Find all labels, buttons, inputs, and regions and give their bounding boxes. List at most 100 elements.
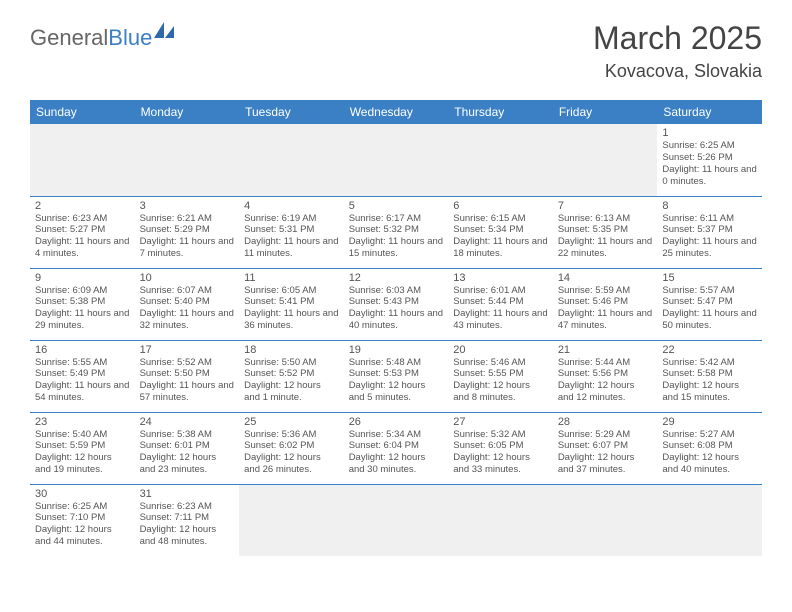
day-info: Sunrise: 6:03 AMSunset: 5:43 PMDaylight:…	[349, 285, 444, 333]
sunrise-text: Sunrise: 6:13 AM	[558, 213, 653, 225]
daylight-text: Daylight: 11 hours and 43 minutes.	[453, 308, 548, 332]
sunrise-text: Sunrise: 6:07 AM	[140, 285, 235, 297]
sunset-text: Sunset: 5:37 PM	[662, 224, 757, 236]
day-number: 26	[349, 416, 444, 428]
daylight-text: Daylight: 12 hours and 15 minutes.	[662, 380, 757, 404]
sunrise-text: Sunrise: 5:42 AM	[662, 357, 757, 369]
sunset-text: Sunset: 5:56 PM	[558, 368, 653, 380]
day-number: 3	[140, 200, 235, 212]
sunrise-text: Sunrise: 6:25 AM	[662, 140, 757, 152]
daylight-text: Daylight: 12 hours and 30 minutes.	[349, 452, 444, 476]
day-info: Sunrise: 6:19 AMSunset: 5:31 PMDaylight:…	[244, 213, 339, 261]
daylight-text: Daylight: 11 hours and 7 minutes.	[140, 236, 235, 260]
day-header-row: SundayMondayTuesdayWednesdayThursdayFrid…	[30, 100, 762, 124]
day-info: Sunrise: 5:42 AMSunset: 5:58 PMDaylight:…	[662, 357, 757, 405]
logo: GeneralBlue	[30, 20, 176, 56]
sunrise-text: Sunrise: 5:59 AM	[558, 285, 653, 297]
calendar-cell: 5Sunrise: 6:17 AMSunset: 5:32 PMDaylight…	[344, 196, 449, 268]
calendar-cell	[657, 484, 762, 556]
calendar-cell: 13Sunrise: 6:01 AMSunset: 5:44 PMDayligh…	[448, 268, 553, 340]
calendar-cell: 31Sunrise: 6:23 AMSunset: 7:11 PMDayligh…	[135, 484, 240, 556]
daylight-text: Daylight: 12 hours and 26 minutes.	[244, 452, 339, 476]
calendar-cell	[553, 484, 658, 556]
day-info: Sunrise: 6:21 AMSunset: 5:29 PMDaylight:…	[140, 213, 235, 261]
sunrise-text: Sunrise: 5:40 AM	[35, 429, 130, 441]
calendar-cell: 6Sunrise: 6:15 AMSunset: 5:34 PMDaylight…	[448, 196, 553, 268]
location: Kovacova, Slovakia	[593, 61, 762, 82]
sunset-text: Sunset: 6:07 PM	[558, 440, 653, 452]
day-header: Sunday	[30, 100, 135, 124]
daylight-text: Daylight: 12 hours and 5 minutes.	[349, 380, 444, 404]
day-info: Sunrise: 5:52 AMSunset: 5:50 PMDaylight:…	[140, 357, 235, 405]
day-number: 30	[35, 488, 130, 500]
day-number: 15	[662, 272, 757, 284]
day-info: Sunrise: 6:07 AMSunset: 5:40 PMDaylight:…	[140, 285, 235, 333]
day-number: 22	[662, 344, 757, 356]
calendar-cell: 18Sunrise: 5:50 AMSunset: 5:52 PMDayligh…	[239, 340, 344, 412]
sunset-text: Sunset: 5:47 PM	[662, 296, 757, 308]
calendar-cell	[239, 484, 344, 556]
calendar-cell: 7Sunrise: 6:13 AMSunset: 5:35 PMDaylight…	[553, 196, 658, 268]
daylight-text: Daylight: 11 hours and 40 minutes.	[349, 308, 444, 332]
day-number: 9	[35, 272, 130, 284]
sunset-text: Sunset: 5:55 PM	[453, 368, 548, 380]
day-header: Saturday	[657, 100, 762, 124]
calendar-cell: 15Sunrise: 5:57 AMSunset: 5:47 PMDayligh…	[657, 268, 762, 340]
calendar-cell: 26Sunrise: 5:34 AMSunset: 6:04 PMDayligh…	[344, 412, 449, 484]
sunset-text: Sunset: 5:41 PM	[244, 296, 339, 308]
calendar-cell: 11Sunrise: 6:05 AMSunset: 5:41 PMDayligh…	[239, 268, 344, 340]
day-number: 8	[662, 200, 757, 212]
calendar-cell: 21Sunrise: 5:44 AMSunset: 5:56 PMDayligh…	[553, 340, 658, 412]
calendar-cell: 29Sunrise: 5:27 AMSunset: 6:08 PMDayligh…	[657, 412, 762, 484]
daylight-text: Daylight: 11 hours and 36 minutes.	[244, 308, 339, 332]
calendar-cell: 12Sunrise: 6:03 AMSunset: 5:43 PMDayligh…	[344, 268, 449, 340]
sunrise-text: Sunrise: 6:19 AM	[244, 213, 339, 225]
calendar-table: SundayMondayTuesdayWednesdayThursdayFrid…	[30, 100, 762, 556]
day-info: Sunrise: 5:50 AMSunset: 5:52 PMDaylight:…	[244, 357, 339, 405]
sunset-text: Sunset: 5:52 PM	[244, 368, 339, 380]
sunrise-text: Sunrise: 5:46 AM	[453, 357, 548, 369]
calendar-week-row: 16Sunrise: 5:55 AMSunset: 5:49 PMDayligh…	[30, 340, 762, 412]
daylight-text: Daylight: 11 hours and 50 minutes.	[662, 308, 757, 332]
sunrise-text: Sunrise: 6:17 AM	[349, 213, 444, 225]
day-info: Sunrise: 5:29 AMSunset: 6:07 PMDaylight:…	[558, 429, 653, 477]
sunrise-text: Sunrise: 6:03 AM	[349, 285, 444, 297]
sunrise-text: Sunrise: 6:23 AM	[140, 501, 235, 513]
day-number: 12	[349, 272, 444, 284]
calendar-cell: 9Sunrise: 6:09 AMSunset: 5:38 PMDaylight…	[30, 268, 135, 340]
calendar-cell	[135, 124, 240, 196]
sunset-text: Sunset: 6:04 PM	[349, 440, 444, 452]
day-info: Sunrise: 6:15 AMSunset: 5:34 PMDaylight:…	[453, 213, 548, 261]
daylight-text: Daylight: 12 hours and 37 minutes.	[558, 452, 653, 476]
daylight-text: Daylight: 12 hours and 1 minute.	[244, 380, 339, 404]
sunset-text: Sunset: 5:43 PM	[349, 296, 444, 308]
sunset-text: Sunset: 5:53 PM	[349, 368, 444, 380]
sunset-text: Sunset: 5:27 PM	[35, 224, 130, 236]
calendar-cell	[448, 484, 553, 556]
day-number: 2	[35, 200, 130, 212]
daylight-text: Daylight: 11 hours and 57 minutes.	[140, 380, 235, 404]
sunrise-text: Sunrise: 5:36 AM	[244, 429, 339, 441]
calendar-cell	[448, 124, 553, 196]
day-info: Sunrise: 5:38 AMSunset: 6:01 PMDaylight:…	[140, 429, 235, 477]
day-header: Wednesday	[344, 100, 449, 124]
daylight-text: Daylight: 12 hours and 33 minutes.	[453, 452, 548, 476]
sunset-text: Sunset: 5:35 PM	[558, 224, 653, 236]
sunrise-text: Sunrise: 5:27 AM	[662, 429, 757, 441]
title-block: March 2025 Kovacova, Slovakia	[593, 20, 762, 82]
sunset-text: Sunset: 6:01 PM	[140, 440, 235, 452]
logo-text-general: General	[30, 25, 108, 51]
day-number: 25	[244, 416, 339, 428]
calendar-cell: 23Sunrise: 5:40 AMSunset: 5:59 PMDayligh…	[30, 412, 135, 484]
day-header: Tuesday	[239, 100, 344, 124]
day-number: 23	[35, 416, 130, 428]
day-number: 20	[453, 344, 548, 356]
day-info: Sunrise: 6:25 AMSunset: 5:26 PMDaylight:…	[662, 140, 757, 188]
sunrise-text: Sunrise: 5:50 AM	[244, 357, 339, 369]
logo-text-blue: Blue	[108, 25, 152, 51]
calendar-cell: 10Sunrise: 6:07 AMSunset: 5:40 PMDayligh…	[135, 268, 240, 340]
daylight-text: Daylight: 11 hours and 47 minutes.	[558, 308, 653, 332]
sunrise-text: Sunrise: 6:15 AM	[453, 213, 548, 225]
sunset-text: Sunset: 5:59 PM	[35, 440, 130, 452]
calendar-week-row: 23Sunrise: 5:40 AMSunset: 5:59 PM Dayligh…	[30, 412, 762, 484]
